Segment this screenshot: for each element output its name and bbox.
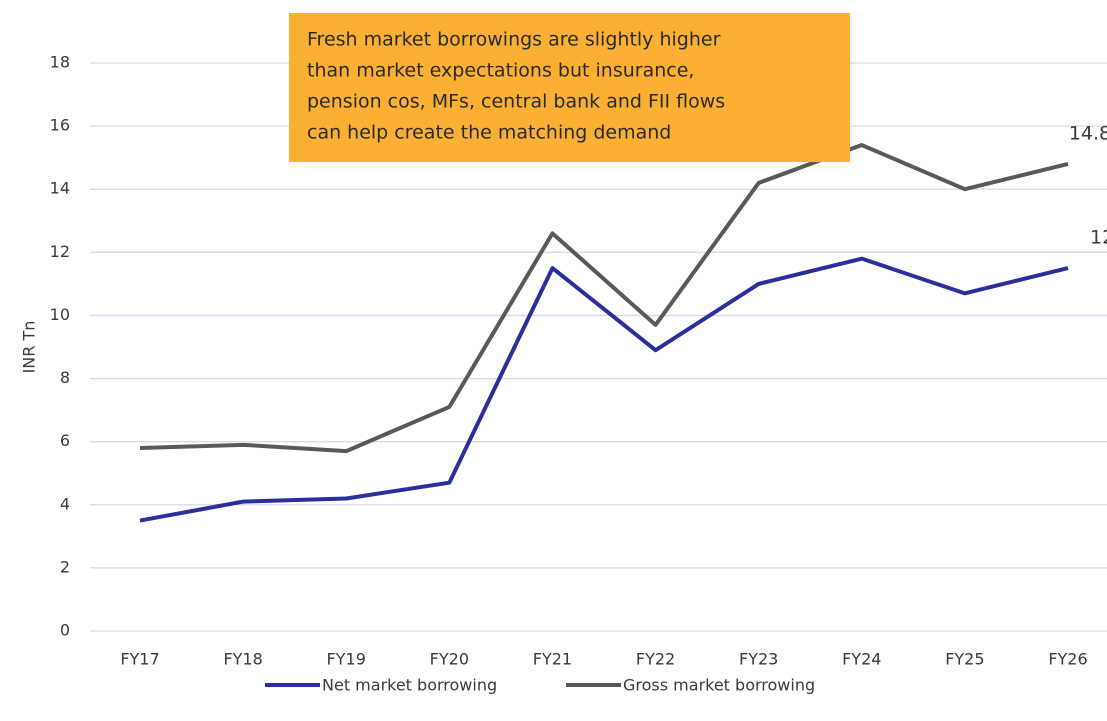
- annotation-box: [289, 13, 850, 162]
- x-tick-label: FY21: [533, 650, 572, 669]
- x-tick-label: FY19: [327, 650, 366, 669]
- annotation-text: can help create the matching demand: [307, 122, 671, 144]
- y-tick-label: 16: [50, 116, 70, 135]
- data-label: 12: [1090, 227, 1107, 249]
- x-tick-label: FY22: [636, 650, 675, 669]
- annotation-text: pension cos, MFs, central bank and FII f…: [307, 91, 725, 113]
- y-tick-label: 10: [50, 305, 70, 324]
- x-tick-label: FY24: [842, 650, 881, 669]
- x-tick-label: FY17: [120, 650, 159, 669]
- series-line: [139, 143, 1069, 454]
- y-axis-label: INR Tn: [20, 321, 39, 374]
- y-tick-label: 0: [60, 621, 70, 640]
- annotation-text: Fresh market borrowings are slightly hig…: [307, 29, 721, 51]
- y-tick-label: 6: [60, 431, 70, 450]
- y-tick-label: 12: [50, 242, 70, 261]
- y-tick-label: 14: [50, 179, 70, 198]
- x-tick-label: FY23: [739, 650, 778, 669]
- y-tick-label: 2: [60, 557, 70, 576]
- x-tick-label: FY18: [223, 650, 262, 669]
- series-line: [139, 256, 1069, 523]
- legend-label: Gross market borrowing: [623, 676, 815, 695]
- y-tick-label: 8: [60, 368, 70, 387]
- x-tick-label: FY20: [430, 650, 469, 669]
- data-label: 14.8: [1069, 122, 1107, 144]
- y-tick-label: 18: [50, 53, 70, 72]
- x-tick-label: FY26: [1048, 650, 1087, 669]
- x-tick-label: FY25: [945, 650, 984, 669]
- legend-label: Net market borrowing: [322, 676, 497, 695]
- y-tick-label: 4: [60, 494, 70, 513]
- annotation-text: than market expectations but insurance,: [307, 60, 694, 82]
